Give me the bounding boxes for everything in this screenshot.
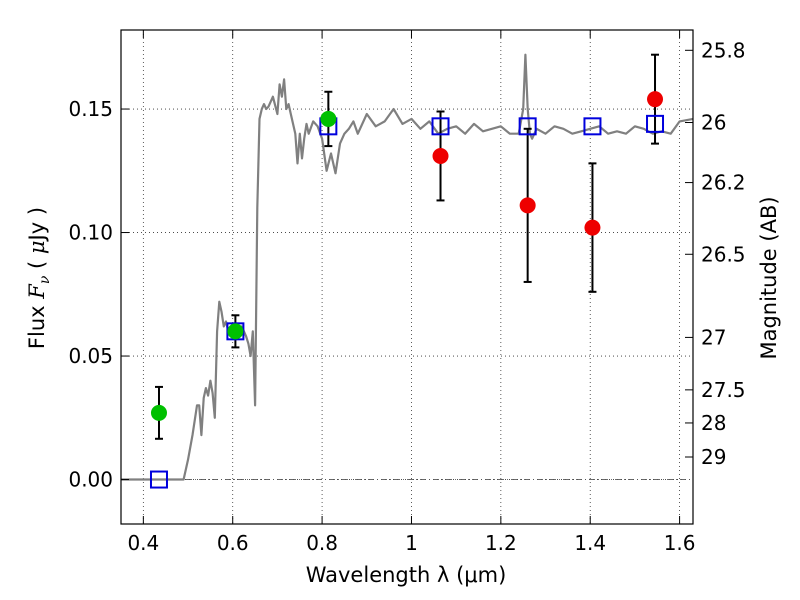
mag-tick-label: 26 (701, 111, 726, 135)
detection-point (320, 110, 337, 127)
x-tick-label: 1.4 (574, 531, 606, 555)
right-axis-label: Magnitude (AB) (757, 196, 781, 359)
mag-tick-label: 27.5 (701, 378, 746, 402)
mag-tick-label: 26.5 (701, 242, 746, 266)
plot-frame (120, 29, 694, 525)
sed-model-line (121, 53, 694, 481)
x-tick-label: 1.6 (664, 531, 696, 555)
x-tick-label: 1.2 (485, 531, 517, 555)
detection-point (432, 147, 449, 164)
x-axis-label: Wavelength λ (μm) (306, 563, 507, 587)
y-tick-label: 0.05 (68, 344, 113, 368)
grid-lines (121, 30, 693, 524)
y-tick-label: 0.10 (68, 221, 113, 245)
model-photometry-square (583, 117, 602, 136)
detection-point (647, 91, 664, 108)
mag-tick-label: 26.2 (701, 171, 746, 195)
y-tick-label: 0.15 (68, 97, 113, 121)
mag-tick-label: 29 (701, 445, 726, 469)
detection-point (584, 219, 601, 236)
model-photometry-square (646, 114, 665, 133)
x-tick-label: 1 (405, 531, 418, 555)
data-markers (149, 53, 665, 489)
mag-tick-label: 25.8 (701, 38, 746, 62)
x-tick-label: 0.4 (127, 531, 159, 555)
detection-point (227, 323, 244, 340)
y-tick-label: 0.00 (68, 468, 113, 492)
mag-tick-label: 28 (701, 411, 726, 435)
model-photometry-square (518, 117, 537, 136)
detection-point (519, 197, 536, 214)
x-tick-label: 0.8 (306, 531, 338, 555)
model-photometry-square (149, 470, 168, 489)
axis-ticks: 0.4 0.6 0.8 1 1.2 1.4 1.6 0.00 0.05 0.10 0.15 25.8 2… (68, 30, 746, 555)
detection-point (150, 404, 167, 421)
x-tick-label: 0.6 (217, 531, 249, 555)
model-photometry-square (431, 117, 450, 136)
mag-tick-label: 27 (701, 325, 726, 349)
y-axis-label: Flux Fν ( μJy ) (25, 207, 53, 349)
